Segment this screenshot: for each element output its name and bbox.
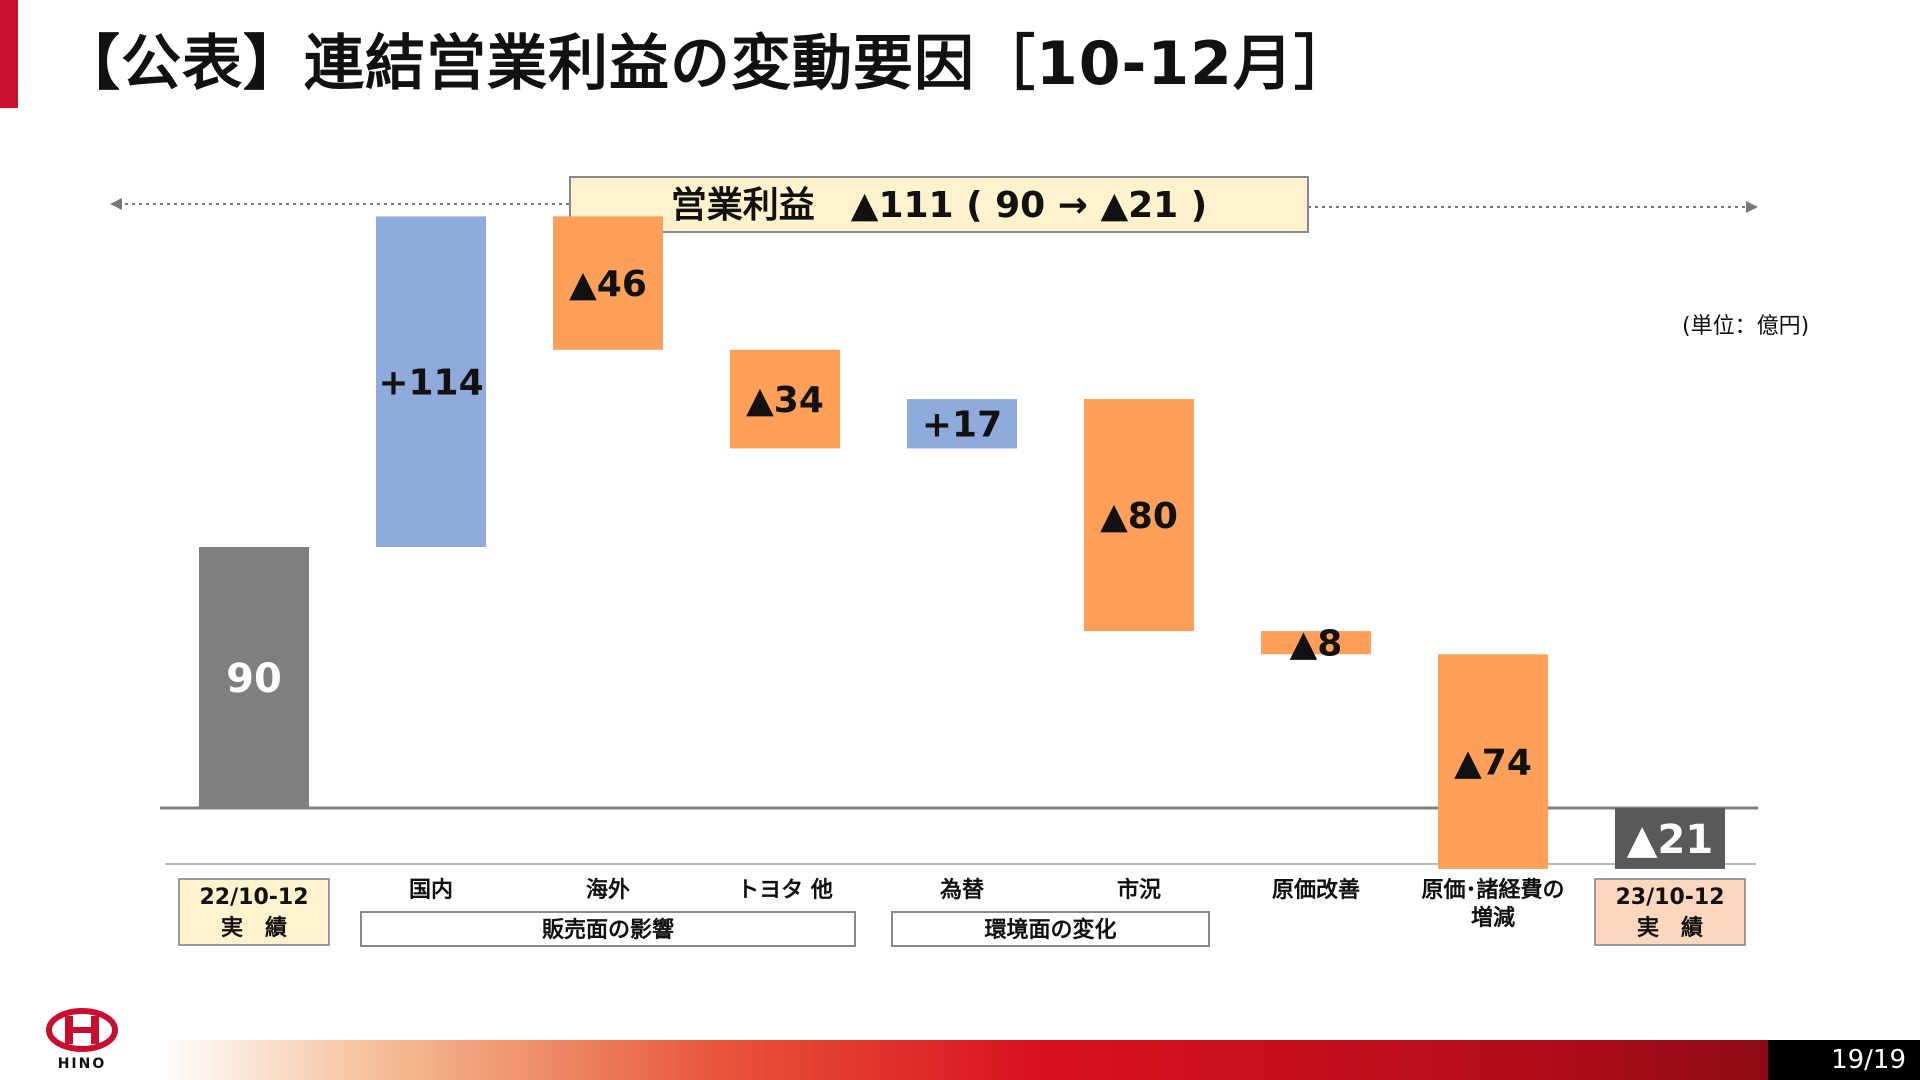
summary-box [569,176,1309,233]
waterfall-chart: 営業利益 ▲111 ( 90 → ▲21 ) 90 +114 ▲46 ▲34 +17 ▲80… [110,176,1758,947]
bar-6 [1261,631,1371,655]
hino-emblem-icon [46,1008,118,1052]
logo-wordmark: HINO [57,1056,107,1072]
bar-1 [376,216,486,547]
unit-label: (単位：億円) [1682,314,1810,339]
bar-8 [1615,808,1725,869]
category-label-7: 原価･諸経費の増減 [1421,877,1564,931]
data-label-3: ▲34 [746,380,824,421]
category-label-3: トヨタ 他 [737,878,833,903]
group-box-1 [891,911,1210,947]
bar-7 [1438,654,1548,869]
category-label-6: 原価改善 [1272,877,1360,903]
category-label-0: 22/10-12 実 績 [199,885,308,941]
category-label-8: 23/10-12 実 績 [1615,885,1724,941]
title-accent-bar [0,0,18,108]
category-label-box-8 [1594,878,1746,946]
arrow-head-right-icon [1746,201,1758,213]
data-label-8: ▲21 [1627,817,1713,863]
category-label-4: 為替 [940,877,984,903]
data-label-6: ▲8 [1290,624,1343,665]
summary-text: 営業利益 ▲111 ( 90 → ▲21 ) [671,185,1207,226]
data-label-4: +17 [922,405,1002,446]
category-label-box-0 [178,878,330,946]
bar-3 [730,349,840,449]
category-label-2: 海外 [586,877,630,903]
data-label-7: ▲74 [1454,743,1532,784]
bar-0 [199,547,309,808]
data-label-1: +114 [378,363,483,404]
data-label-0: 90 [226,656,282,702]
data-label-5: ▲80 [1100,496,1178,537]
footer-gradient-bar [160,1040,1768,1080]
category-label-5: 市況 [1117,877,1161,903]
category-label-1: 国内 [409,878,453,903]
bar-4 [907,399,1017,449]
page-title: 【公表】連結営業利益の変動要因［10-12月］ [60,29,1355,99]
bar-2 [553,216,663,350]
arrow-head-left-icon [110,198,122,210]
data-label-2: ▲46 [569,264,647,305]
page-number: 19/19 [1768,1040,1920,1080]
bar-5 [1084,399,1194,632]
hino-logo: HINO [44,1008,120,1074]
group-label-0: 販売面の影響 [542,917,674,943]
group-box-0 [360,911,856,947]
group-label-1: 環境面の変化 [984,917,1116,943]
